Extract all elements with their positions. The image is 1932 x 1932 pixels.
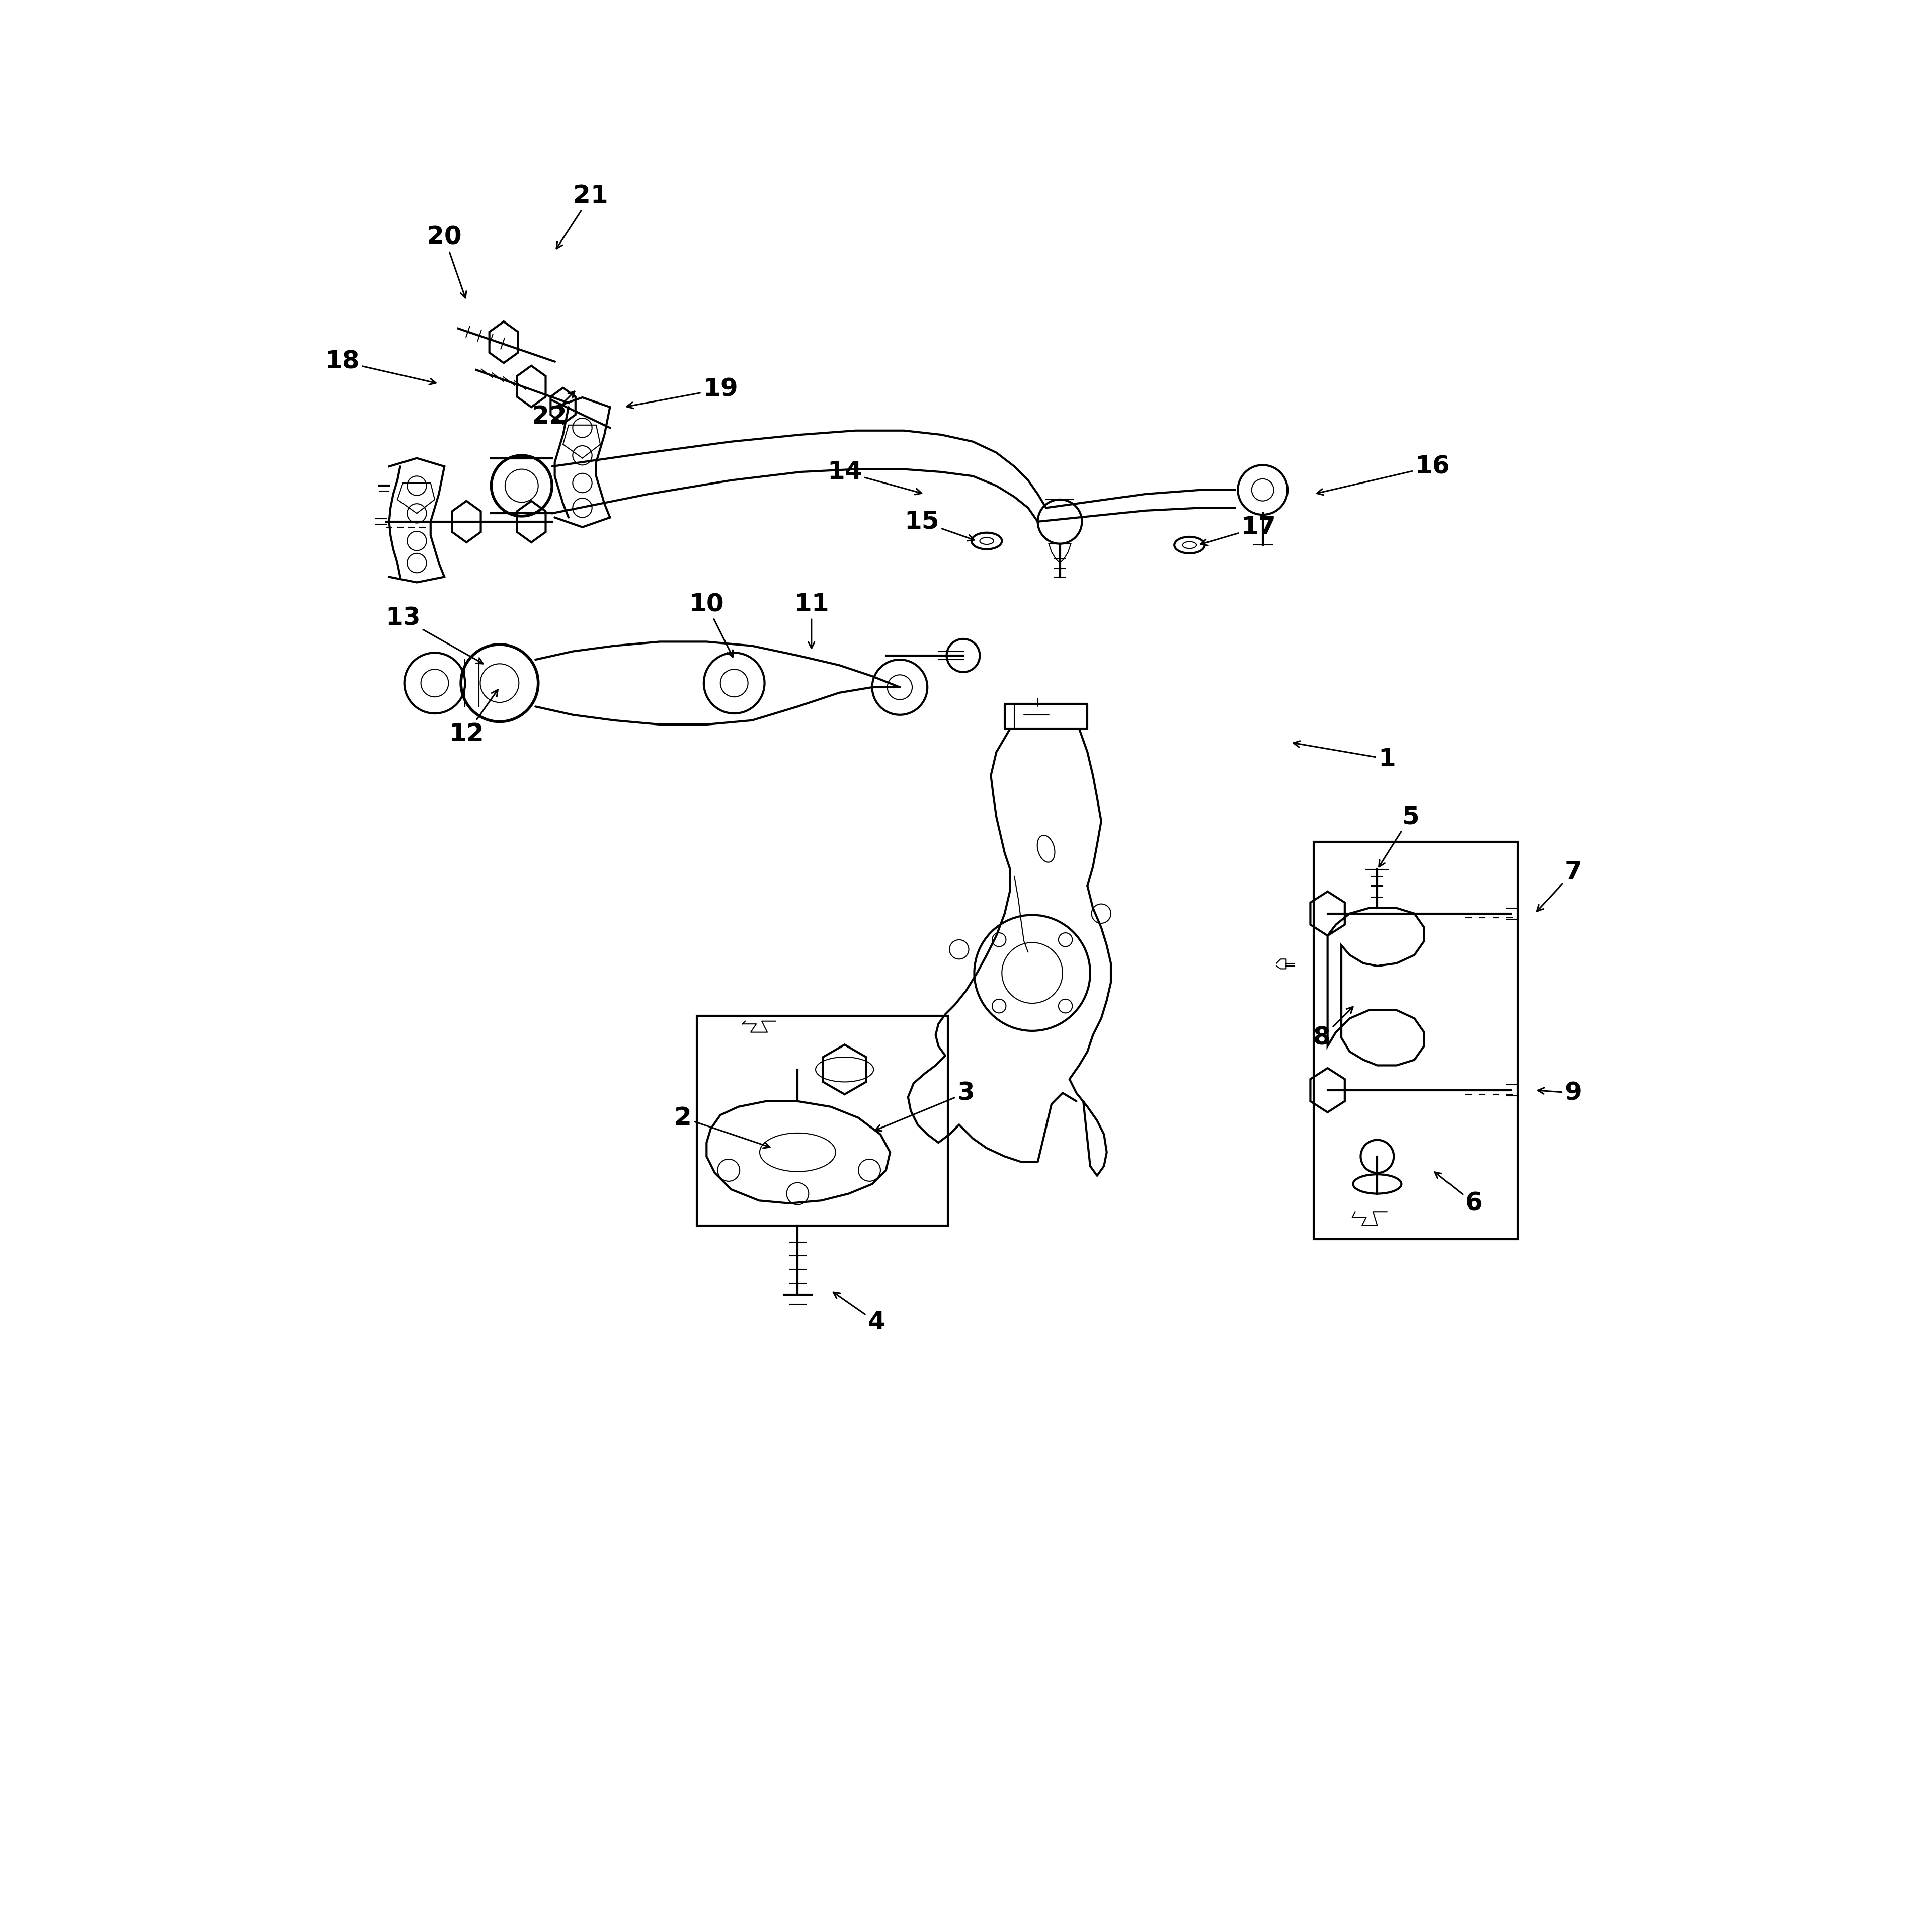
Text: 15: 15 — [904, 510, 974, 541]
Text: 19: 19 — [626, 377, 738, 408]
Text: 6: 6 — [1435, 1173, 1482, 1215]
Text: 2: 2 — [674, 1105, 769, 1148]
Text: 7: 7 — [1536, 860, 1582, 912]
Text: 18: 18 — [325, 350, 437, 384]
Text: 20: 20 — [427, 226, 466, 298]
Text: 17: 17 — [1202, 516, 1277, 545]
Text: 3: 3 — [875, 1080, 976, 1130]
Text: 14: 14 — [827, 460, 922, 495]
Bar — [1314, 842, 1519, 1238]
Text: 13: 13 — [386, 607, 483, 663]
Text: 16: 16 — [1318, 454, 1449, 495]
Text: 11: 11 — [794, 593, 829, 649]
Text: 9: 9 — [1538, 1080, 1582, 1105]
Text: 5: 5 — [1379, 806, 1420, 867]
Text: 4: 4 — [833, 1293, 885, 1335]
Text: 8: 8 — [1314, 1007, 1352, 1049]
Text: 21: 21 — [556, 184, 609, 249]
Text: 1: 1 — [1293, 742, 1395, 771]
Bar — [697, 1016, 949, 1225]
Text: 10: 10 — [690, 593, 732, 657]
Text: 12: 12 — [448, 690, 498, 746]
Text: 22: 22 — [531, 392, 574, 429]
